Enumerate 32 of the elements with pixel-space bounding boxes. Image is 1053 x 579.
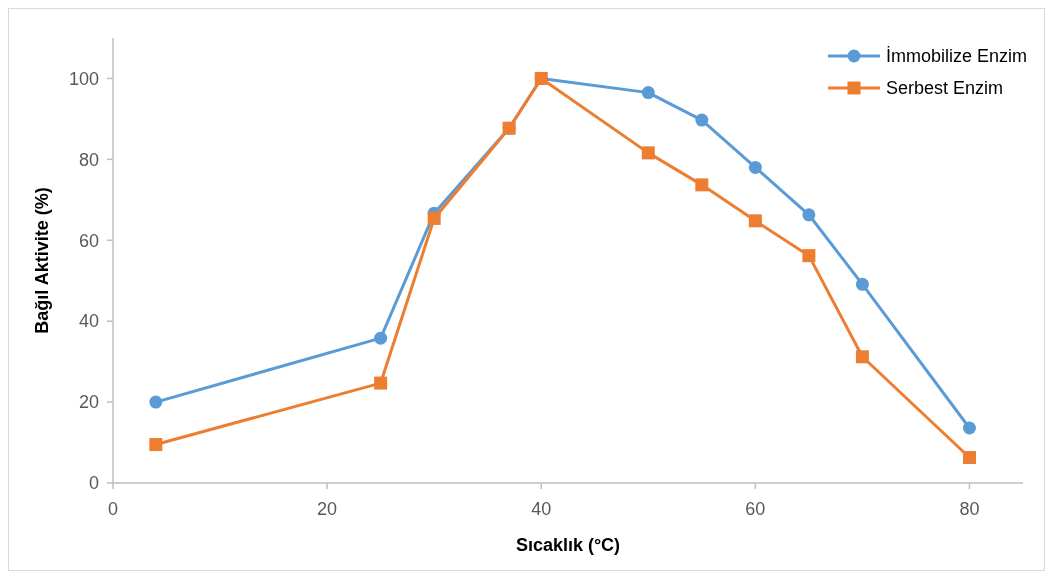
point [149, 438, 163, 452]
point [695, 178, 709, 192]
x-tick-label: 60 [745, 499, 766, 519]
y-tick-label: 20 [78, 392, 99, 413]
point [641, 146, 655, 160]
point [427, 211, 441, 225]
y-tick-label: 80 [78, 149, 99, 170]
point [802, 208, 816, 222]
point [962, 451, 976, 465]
x-axis-title: Sıcaklık (°C) [515, 535, 621, 555]
point [149, 395, 163, 409]
x-tick-label: 80 [959, 499, 980, 519]
x-tick-label: 20 [317, 499, 338, 519]
point [802, 249, 816, 263]
point [695, 113, 709, 127]
x-tick-label: 0 [107, 499, 119, 519]
point [962, 421, 976, 435]
point [641, 86, 655, 100]
y-tick-label: 60 [78, 230, 99, 251]
point [748, 214, 762, 228]
y-tick-label: 100 [68, 68, 99, 89]
point [374, 376, 388, 390]
y-tick-label: 40 [78, 311, 99, 332]
point [855, 277, 869, 291]
point [748, 160, 762, 174]
y-axis-title: Bağıl Aktivite (%) [32, 187, 52, 334]
legend-label: İmmobilize Enzim [886, 46, 1028, 67]
point [374, 331, 388, 345]
legend-label: Serbest Enzim [886, 78, 1004, 99]
y-tick-label: 0 [88, 473, 99, 494]
point [855, 350, 869, 364]
x-tick-label: 40 [531, 499, 552, 519]
